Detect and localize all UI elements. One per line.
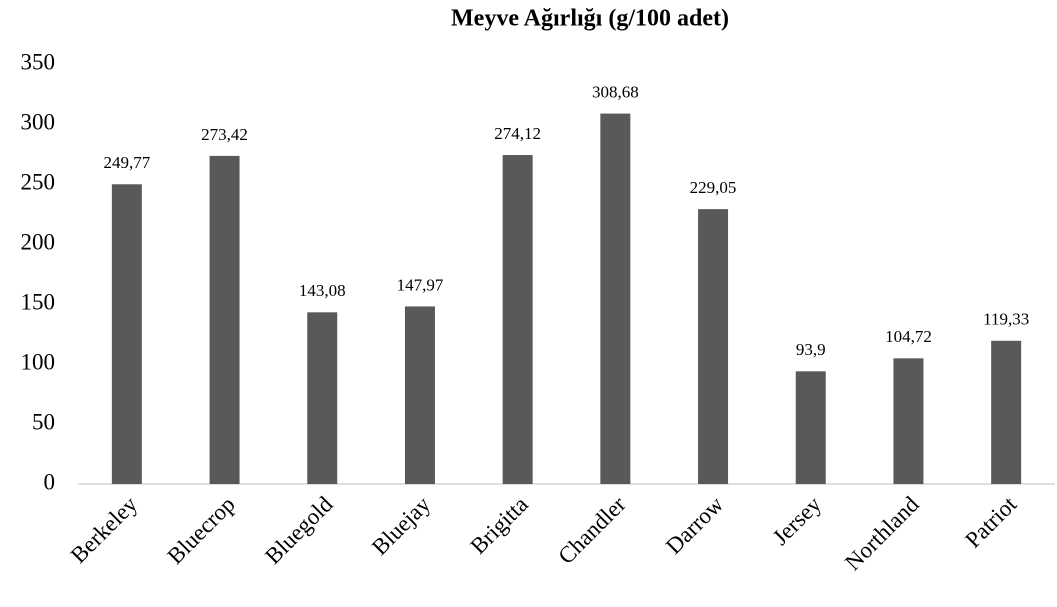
bar xyxy=(698,209,729,484)
bar xyxy=(893,358,924,484)
value-label: 104,72 xyxy=(885,327,932,346)
y-tick-label: 350 xyxy=(21,49,56,74)
x-tick-label: Patriot xyxy=(960,491,1021,552)
value-label: 147,97 xyxy=(397,275,444,294)
y-tick-label: 100 xyxy=(21,349,56,374)
x-tick-label: Northland xyxy=(840,491,924,575)
bar xyxy=(404,306,435,484)
value-label: 143,08 xyxy=(299,281,346,300)
bar xyxy=(991,340,1022,484)
x-tick-label: Bluejay xyxy=(367,491,436,560)
value-label: 249,77 xyxy=(103,153,150,172)
y-tick-label: 300 xyxy=(21,109,56,134)
bar xyxy=(307,312,338,484)
bar xyxy=(111,184,142,484)
x-tick-label: Brigitta xyxy=(466,492,533,559)
y-tick-label: 50 xyxy=(32,409,55,434)
bar xyxy=(795,371,826,484)
y-tick-label: 200 xyxy=(21,229,56,254)
y-tick-label: 150 xyxy=(21,289,56,314)
x-tick-label: Berkeley xyxy=(66,491,143,568)
value-label: 93,9 xyxy=(796,340,826,359)
value-label: 274,12 xyxy=(494,124,541,143)
value-label: 308,68 xyxy=(592,82,639,101)
value-label: 229,05 xyxy=(690,178,737,197)
y-tick-label: 250 xyxy=(21,169,56,194)
y-tick-label: 0 xyxy=(44,469,56,494)
value-label: 119,33 xyxy=(983,310,1029,329)
bar xyxy=(502,155,533,484)
x-tick-label: Chandler xyxy=(553,491,631,569)
x-tick-label: Jersey xyxy=(768,491,827,550)
value-label: 273,42 xyxy=(201,125,248,144)
bar xyxy=(209,155,240,484)
chart-title: Meyve Ağırlığı (g/100 adet) xyxy=(451,6,729,32)
x-tick-label: Bluegold xyxy=(260,491,338,569)
bar xyxy=(600,113,631,485)
x-tick-label: Bluecrop xyxy=(163,492,240,569)
x-tick-label: Darrow xyxy=(661,491,729,559)
